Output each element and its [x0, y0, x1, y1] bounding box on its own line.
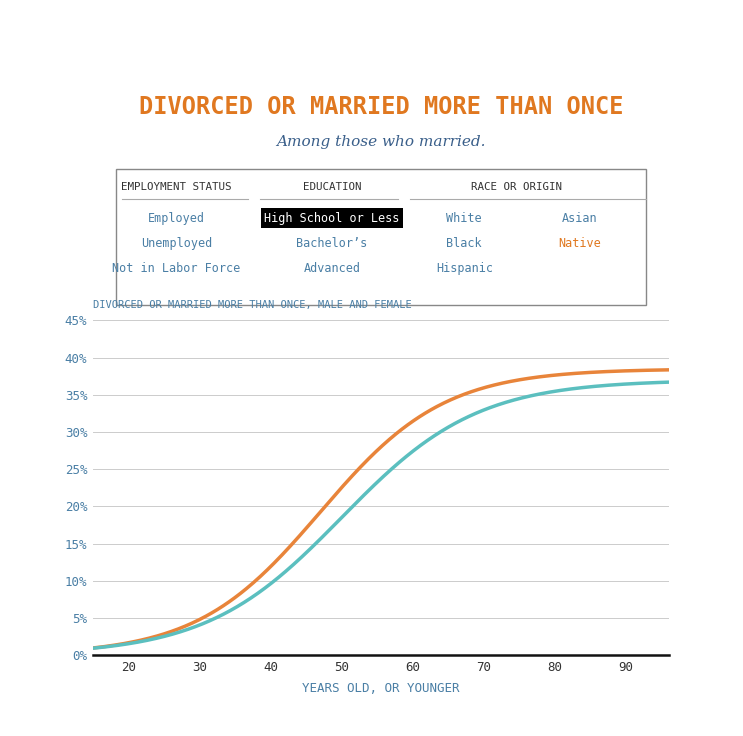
Text: High School or Less: High School or Less — [265, 211, 400, 224]
Text: Hispanic: Hispanic — [436, 262, 493, 275]
X-axis label: YEARS OLD, OR YOUNGER: YEARS OLD, OR YOUNGER — [302, 682, 459, 695]
Text: Native: Native — [558, 237, 601, 250]
Text: DIVORCED OR MARRIED MORE THAN ONCE, MALE AND FEMALE: DIVORCED OR MARRIED MORE THAN ONCE, MALE… — [93, 300, 412, 311]
Text: Asian: Asian — [562, 211, 597, 224]
Text: Employed: Employed — [148, 211, 205, 224]
FancyBboxPatch shape — [116, 169, 646, 305]
Text: EDUCATION: EDUCATION — [302, 182, 361, 192]
Text: Black: Black — [447, 237, 482, 250]
Text: Among those who married.: Among those who married. — [276, 135, 485, 149]
Text: EMPLOYMENT STATUS: EMPLOYMENT STATUS — [121, 182, 232, 192]
Text: Unemployed: Unemployed — [140, 237, 212, 250]
Text: RACE OR ORIGIN: RACE OR ORIGIN — [470, 182, 562, 192]
Text: DIVORCED OR MARRIED MORE THAN ONCE: DIVORCED OR MARRIED MORE THAN ONCE — [138, 95, 623, 118]
Text: Not in Labor Force: Not in Labor Force — [112, 262, 241, 275]
Text: Bachelor’s: Bachelor’s — [296, 237, 368, 250]
Text: Advanced: Advanced — [303, 262, 360, 275]
Text: White: White — [447, 211, 482, 224]
